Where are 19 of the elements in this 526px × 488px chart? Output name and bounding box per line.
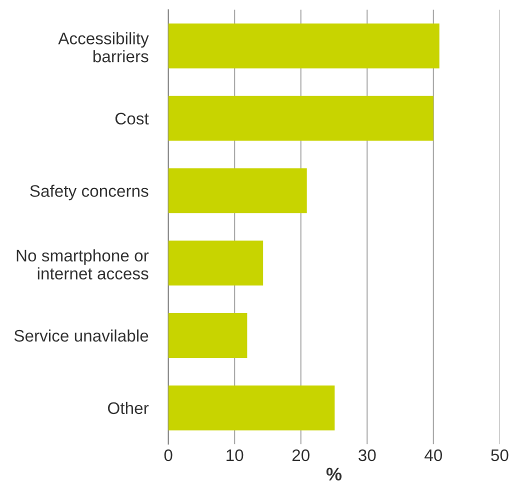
bar bbox=[168, 168, 307, 214]
y-tick-label: Service unavilable bbox=[14, 329, 148, 342]
x-axis-title: % bbox=[326, 468, 342, 480]
x-tick-label: 30 bbox=[358, 449, 376, 462]
bar bbox=[168, 313, 248, 358]
y-tick-label: Safety concerns bbox=[30, 184, 148, 200]
x-tick-label: 10 bbox=[226, 449, 244, 462]
x-tick-label: 0 bbox=[164, 449, 172, 462]
y-tick-label: Other bbox=[108, 402, 149, 414]
y-tick-label: No smartphone or internet access bbox=[16, 249, 149, 280]
bar bbox=[168, 24, 440, 68]
y-tick-label: Cost bbox=[115, 112, 149, 125]
x-tick-label: 50 bbox=[491, 449, 508, 462]
x-tick-label: 40 bbox=[424, 449, 442, 462]
y-tick-label: Accessibility barriers bbox=[58, 32, 149, 62]
x-tick-label: 20 bbox=[292, 449, 310, 462]
bar bbox=[168, 96, 434, 141]
bar bbox=[168, 385, 335, 430]
bar bbox=[168, 240, 264, 286]
